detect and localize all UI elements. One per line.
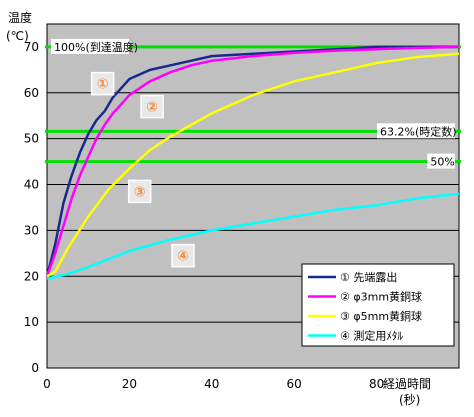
legend-label: ① 先端露出 [340, 270, 397, 284]
series-marker-label: ③ [134, 184, 146, 200]
reference-label: 100%(到達温度) [54, 40, 138, 54]
y-tick-label: 70 [24, 40, 39, 54]
x-tick-label: 80 [369, 377, 384, 391]
y-tick-label: 0 [31, 361, 39, 375]
x-axis-title-line2: (秒) [399, 393, 420, 407]
y-tick-label: 60 [24, 86, 39, 100]
x-tick-label: 20 [122, 377, 137, 391]
x-tick-label: 40 [204, 377, 219, 391]
y-axis-ticks: 0 10 20 30 40 50 60 70 [24, 40, 39, 375]
reference-lines: 100%(到達温度) 63.2%(時定数) 50% [45, 38, 461, 169]
series-marker-box [127, 179, 152, 204]
reference-label-bg [377, 123, 455, 139]
reference-label: 63.2%(時定数) [380, 124, 457, 138]
series-line [45, 45, 459, 277]
reference-label: 50% [430, 156, 454, 169]
reference-label-bg [427, 153, 455, 169]
series-line [46, 52, 460, 278]
y-tick-label: 20 [24, 269, 39, 283]
series-marker-label: ① [97, 77, 109, 93]
legend-label: ② φ3mm黄銅球 [340, 290, 422, 304]
series-marker-label: ② [146, 100, 158, 116]
legend: ① 先端露出 ② φ3mm黄銅球 ③ φ5mm黄銅球 ④ 測定用ﾒﾀﾙ [301, 263, 455, 347]
series-line [46, 192, 460, 280]
x-axis-title-line1: 経過時間 [383, 377, 431, 391]
x-tick-label: 0 [43, 377, 51, 391]
series-lines [45, 45, 460, 280]
x-axis-ticks: 0 20 40 60 80 [43, 377, 384, 391]
x-tick-label: 60 [287, 377, 302, 391]
y-axis-title-line1: 温度 [8, 10, 32, 25]
y-axis-title-line2: (℃) [6, 29, 29, 43]
series-marker-box [90, 71, 115, 96]
series-line [45, 45, 460, 277]
y-tick-label: 10 [24, 315, 39, 329]
y-tick-label: 30 [24, 223, 39, 237]
reference-label-bg [51, 38, 129, 54]
series-marker-box [171, 243, 195, 268]
series-markers: ① ② ③ ④ [90, 71, 195, 268]
series-marker-box [140, 94, 164, 119]
y-tick-label: 40 [24, 178, 39, 192]
legend-label: ③ φ5mm黄銅球 [340, 309, 422, 323]
y-tick-label: 50 [24, 132, 39, 146]
series-marker-label: ④ [177, 249, 189, 265]
legend-label: ④ 測定用ﾒﾀﾙ [340, 329, 403, 343]
